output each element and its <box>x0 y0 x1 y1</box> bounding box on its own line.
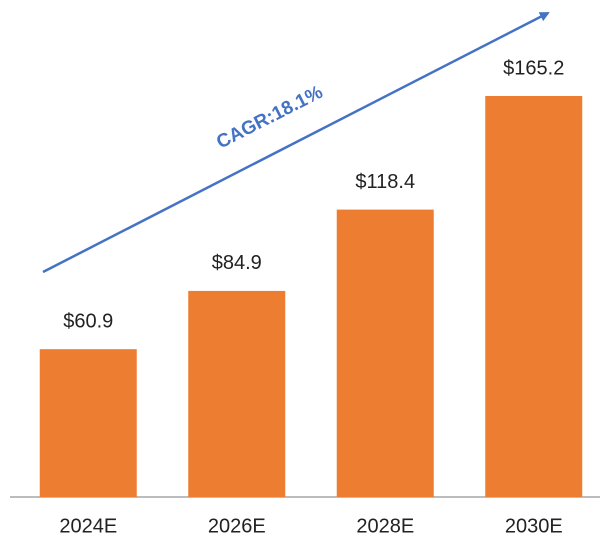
value-label: $60.9 <box>63 310 113 332</box>
x-tick-label: 2030E <box>505 515 563 537</box>
cagr-arrow <box>42 11 550 274</box>
bar <box>39 349 137 497</box>
x-tick-label: 2026E <box>208 515 266 537</box>
cagr-annotation: CAGR:18.1% <box>213 82 326 153</box>
bar <box>188 290 286 497</box>
value-label: $118.4 <box>355 171 415 193</box>
value-label: $165.2 <box>503 57 564 79</box>
bar <box>336 209 434 498</box>
x-tick-label: 2028E <box>356 515 414 537</box>
value-label: $84.9 <box>212 252 262 274</box>
bar <box>485 96 583 497</box>
x-tick-label: 2024E <box>59 515 117 537</box>
